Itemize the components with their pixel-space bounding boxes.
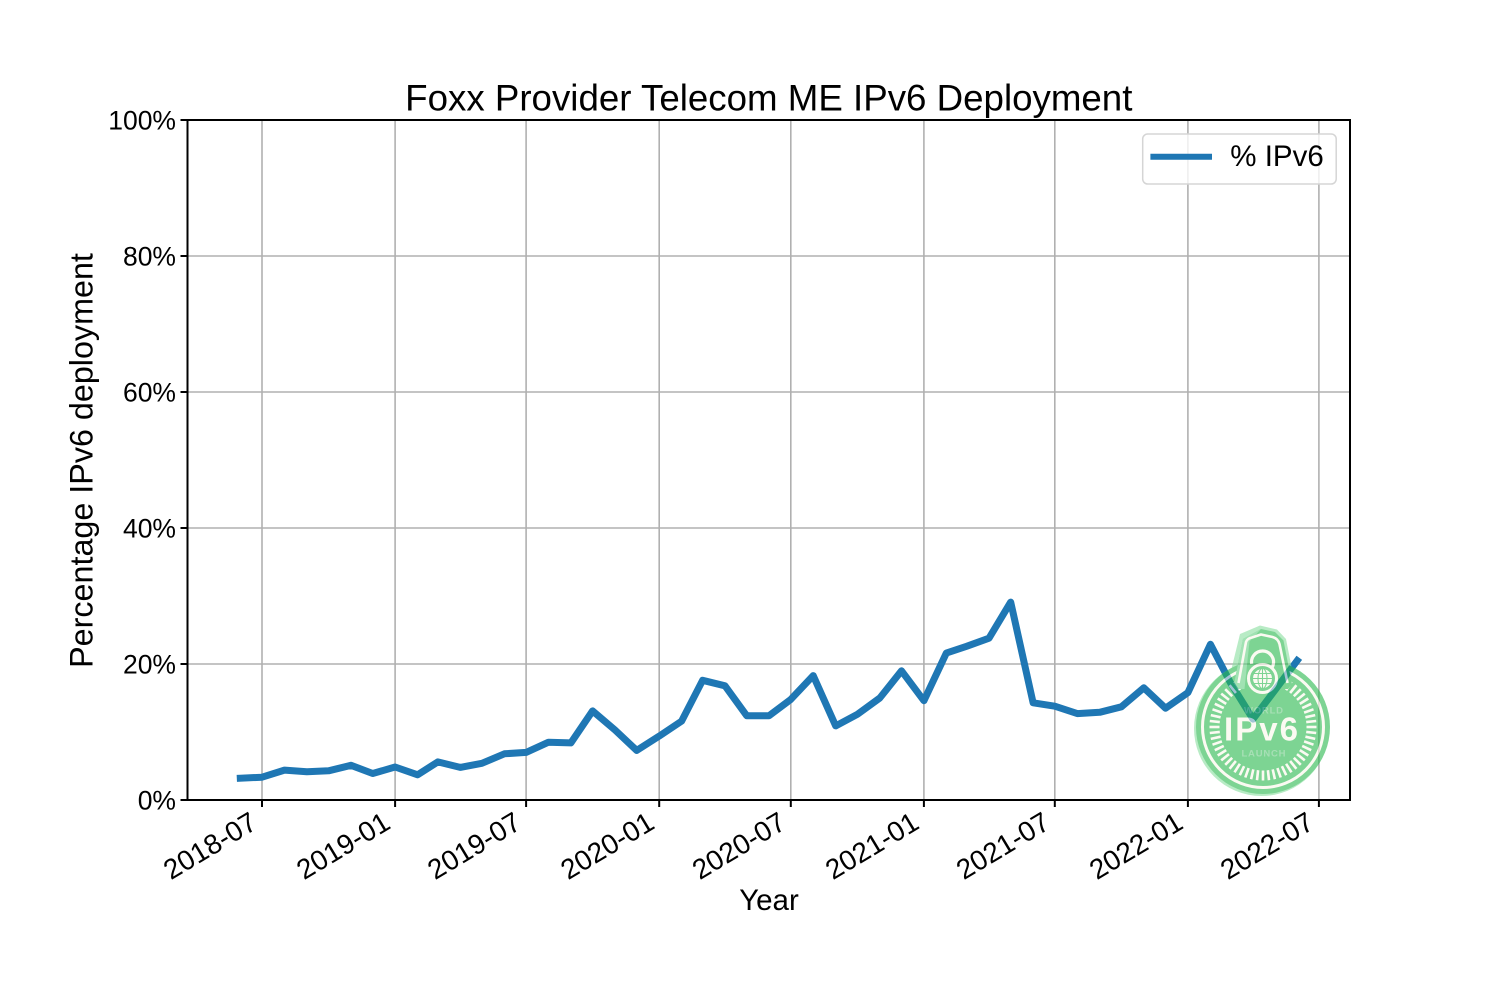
svg-text:% IPv6: % IPv6 <box>1230 140 1323 173</box>
svg-text:IPv6: IPv6 <box>1224 711 1300 748</box>
svg-text:LAUNCH: LAUNCH <box>1241 749 1286 760</box>
svg-text:100%: 100% <box>108 106 176 136</box>
svg-text:Foxx Provider Telecom ME IPv6: Foxx Provider Telecom ME IPv6 Deployment <box>405 78 1132 119</box>
svg-text:60%: 60% <box>123 378 176 408</box>
svg-text:0%: 0% <box>138 786 176 816</box>
svg-text:40%: 40% <box>123 514 176 544</box>
svg-text:Year: Year <box>739 884 799 917</box>
svg-text:Percentage IPv6 deployment: Percentage IPv6 deployment <box>64 253 100 668</box>
svg-text:WORLD: WORLD <box>1244 706 1284 717</box>
svg-text:20%: 20% <box>123 650 176 680</box>
svg-text:80%: 80% <box>123 242 176 272</box>
